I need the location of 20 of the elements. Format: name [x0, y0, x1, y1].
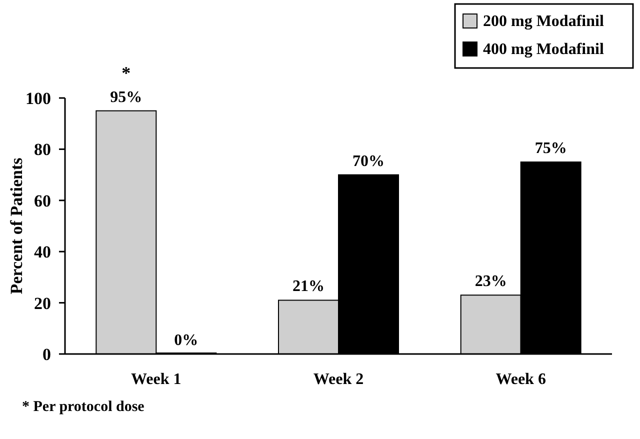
annotation: * — [122, 62, 131, 83]
y-tick-label: 40 — [34, 242, 51, 262]
y-tick-label: 80 — [34, 140, 51, 160]
data-label: 70% — [352, 152, 384, 170]
data-label: 75% — [534, 140, 567, 157]
y-tick-label: 60 — [34, 191, 51, 210]
y-tick-label: 100 — [26, 88, 51, 108]
y-tick-label: 0 — [42, 344, 51, 364]
y-axis-title: Percent of Patients — [7, 157, 26, 294]
x-tick-label: Week 2 — [313, 371, 364, 388]
data-label: 23% — [474, 273, 507, 290]
x-tick-label: Week 1 — [131, 371, 182, 388]
text: * Per protocol dose — [22, 399, 145, 415]
x-tick-label: Week 6 — [496, 371, 546, 388]
data-label: 21% — [292, 278, 324, 296]
y-tick-label: 20 — [34, 294, 51, 313]
legend-label: 400 mg Modafinil — [483, 41, 604, 58]
data-label: 95% — [110, 88, 142, 106]
legend-label: 200 mg Modafinil — [483, 13, 604, 30]
data-label: 0% — [174, 332, 198, 349]
